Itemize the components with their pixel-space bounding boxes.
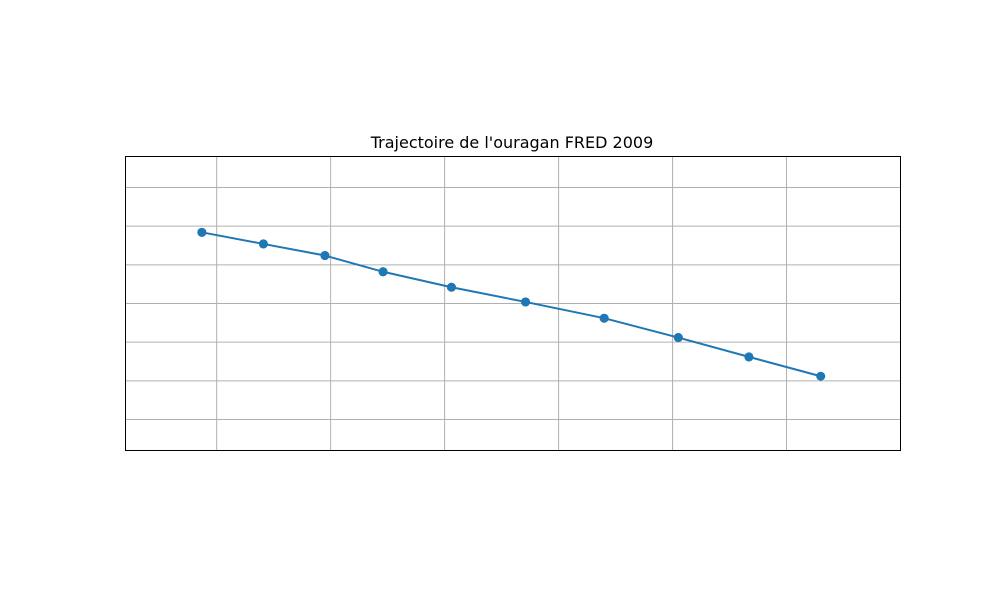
- series-line-0: [200, 231, 822, 378]
- track-point-18: [197, 227, 207, 237]
- track-point-15: [378, 267, 388, 277]
- track-point-12: [599, 313, 609, 323]
- track-point-14: [446, 282, 456, 292]
- grid-layer: [125, 156, 901, 451]
- axes-frame: [125, 156, 901, 451]
- track-point-17: [258, 239, 268, 249]
- track-point-10: [744, 352, 754, 362]
- track-point-9: [816, 371, 826, 381]
- series-layer: [197, 227, 826, 381]
- track-point-13: [521, 297, 531, 307]
- chart-title: Trajectoire de l'ouragan FRED 2009: [370, 133, 654, 152]
- track-point-16: [320, 251, 330, 261]
- track-point-11: [673, 333, 683, 343]
